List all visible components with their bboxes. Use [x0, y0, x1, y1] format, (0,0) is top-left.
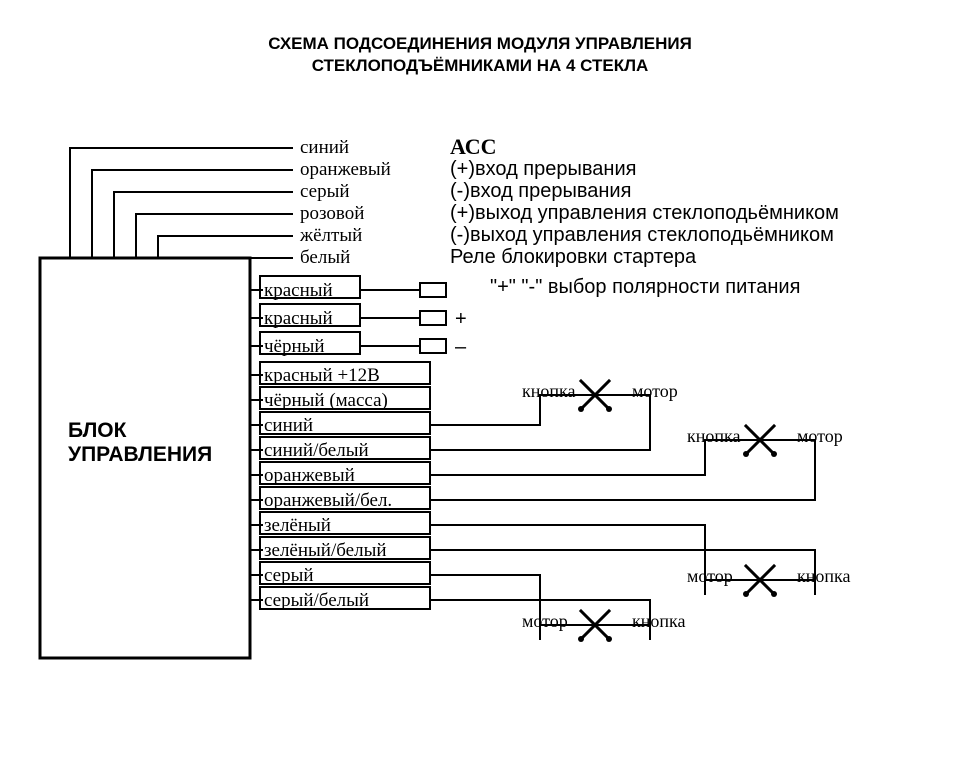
wire-label-bottom: оранжевый/бел. — [264, 490, 392, 512]
wire-desc-top: (+)выход управления стеклоподьёмником — [450, 202, 839, 225]
polarity-symbol: + — [455, 308, 467, 331]
polarity-wire-label: чёрный — [264, 336, 325, 358]
wire-color-top: жёлтый — [300, 225, 362, 247]
wire-label-bottom: серый/белый — [264, 590, 369, 612]
wire-color-top: серый — [300, 181, 350, 203]
splice-right-label: кнопка — [632, 611, 685, 632]
wire-label-bottom: синий — [264, 415, 313, 437]
wire-label-bottom: зелёный/белый — [264, 540, 387, 562]
wire-label-bottom: оранжевый — [264, 465, 355, 487]
wire-color-top: оранжевый — [300, 159, 391, 181]
polarity-wire-label: красный — [264, 280, 333, 302]
wire-label-bottom: серый — [264, 565, 314, 587]
wire-label-bottom: красный +12В — [264, 365, 380, 387]
wire-color-top: розовой — [300, 203, 364, 225]
splice-right-label: мотор — [632, 381, 678, 402]
wire-desc-top: Реле блокировки стартера — [450, 246, 696, 269]
wire-desc-top: (+)вход прерывания — [450, 158, 636, 181]
polarity-symbol: – — [455, 336, 466, 359]
wire-desc-top: АСС — [450, 134, 497, 160]
wire-label-bottom: синий/белый — [264, 440, 369, 462]
splice-left-label: кнопка — [687, 426, 740, 447]
splice-left-label: мотор — [522, 611, 568, 632]
splice-left-label: кнопка — [522, 381, 575, 402]
wire-label-bottom: зелёный — [264, 515, 331, 537]
wire-color-top: белый — [300, 247, 350, 269]
polarity-note: "+" "-" выбор полярности питания — [490, 276, 800, 299]
control-block-label: БЛОК УПРАВЛЕНИЯ — [68, 419, 212, 467]
polarity-wire-label: красный — [264, 308, 333, 330]
wire-color-top: синий — [300, 137, 349, 159]
splice-left-label: мотор — [687, 566, 733, 587]
splice-right-label: мотор — [797, 426, 843, 447]
wire-desc-top: (-)вход прерывания — [450, 180, 631, 203]
wiring-diagram-svg — [0, 0, 960, 773]
splice-right-label: кнопка — [797, 566, 850, 587]
wire-desc-top: (-)выход управления стеклоподьёмником — [450, 224, 834, 247]
wire-label-bottom: чёрный (масса) — [264, 390, 388, 412]
